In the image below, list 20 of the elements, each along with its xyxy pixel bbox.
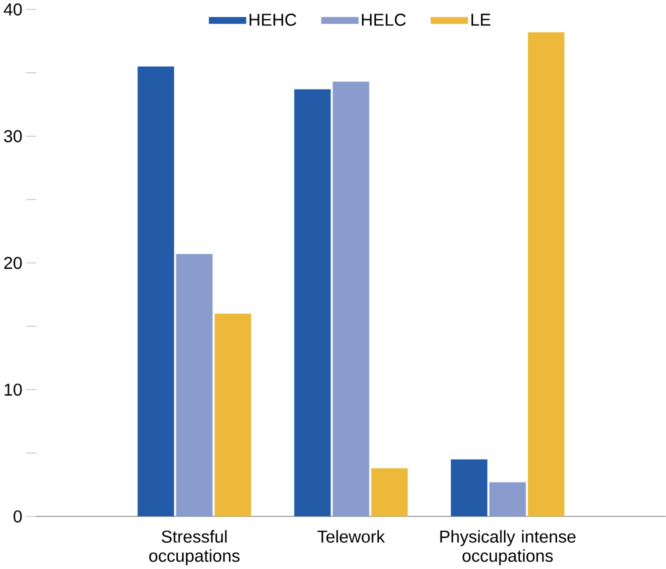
bar (450, 460, 488, 517)
y-tick-label: 30 (4, 130, 22, 142)
bar (214, 314, 252, 517)
x-tick-label: Stressful occupations (149, 530, 240, 566)
y-tick-label: 0 (14, 510, 22, 523)
bar (371, 468, 408, 517)
x-tick-label: Physically intense occupations (440, 530, 576, 566)
bar (294, 89, 331, 517)
x-tick-label: Telework (317, 530, 385, 543)
bar (489, 482, 526, 517)
bar (528, 32, 564, 517)
legend-label: HEHC (250, 14, 296, 26)
bar (332, 82, 370, 517)
legend-label: HELC (362, 14, 406, 26)
y-tick-label: 10 (4, 384, 22, 396)
bar (138, 66, 174, 517)
legend-label: LE (471, 14, 490, 26)
y-tick-label: 20 (4, 257, 22, 270)
bar (176, 254, 213, 517)
y-tick-label: 40 (4, 4, 22, 16)
